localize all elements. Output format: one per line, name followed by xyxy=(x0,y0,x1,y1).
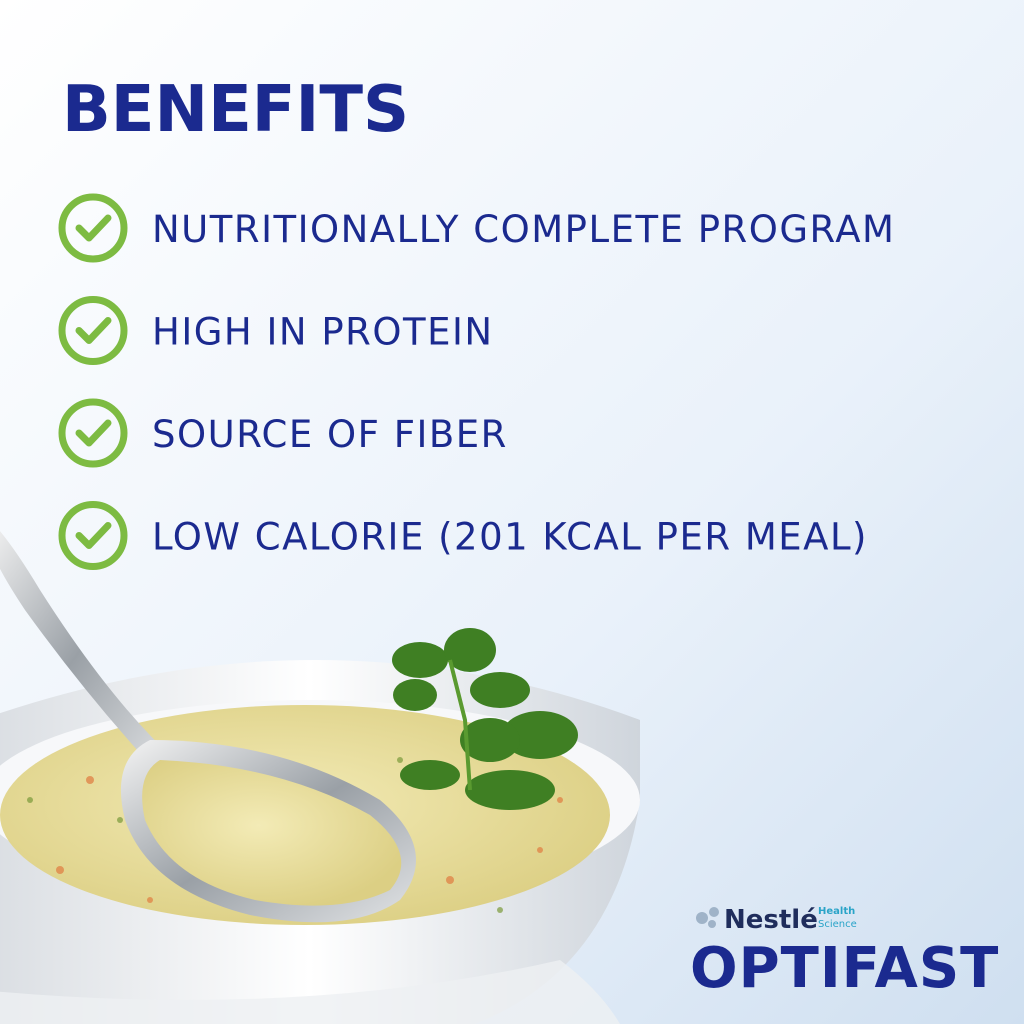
check-circle xyxy=(58,296,128,365)
logo-nest-icon xyxy=(696,907,719,928)
benefit-item: HIGH IN PROTEIN xyxy=(58,296,494,365)
benefit-text: SOURCE OF FIBER xyxy=(152,413,508,456)
division-line1: Health xyxy=(818,906,855,917)
benefit-text: LOW CALORIE (201 KCAL PER MEAL) xyxy=(152,516,868,559)
check-mark xyxy=(75,419,112,447)
check-mark xyxy=(75,317,112,344)
spoon xyxy=(0,531,416,923)
benefit-item: SOURCE OF FIBER xyxy=(58,398,508,468)
benefit-item: NUTRITIONALLY COMPLETE PROGRAM xyxy=(58,193,895,263)
parsley xyxy=(392,628,578,810)
division-line2: Science xyxy=(818,919,857,930)
check-circle xyxy=(58,501,128,570)
check-mark xyxy=(75,214,112,242)
benefit-item: LOW CALORIE (201 KCAL PER MEAL) xyxy=(58,501,868,570)
title: BENEFITS xyxy=(62,73,409,147)
benefit-text: NUTRITIONALLY COMPLETE PROGRAM xyxy=(152,208,895,251)
check-circle xyxy=(58,193,128,263)
benefit-list: NUTRITIONALLY COMPLETE PROGRAM HIGH IN PR… xyxy=(58,193,895,570)
company-name: Nestlé xyxy=(724,905,818,935)
product-name: OPTIFAST xyxy=(690,936,999,1001)
benefit-text: HIGH IN PROTEIN xyxy=(152,311,494,354)
brand-logo: Nestlé Health Science OPTIFAST xyxy=(690,905,999,1001)
check-circle xyxy=(58,398,128,468)
check-mark xyxy=(75,522,112,549)
